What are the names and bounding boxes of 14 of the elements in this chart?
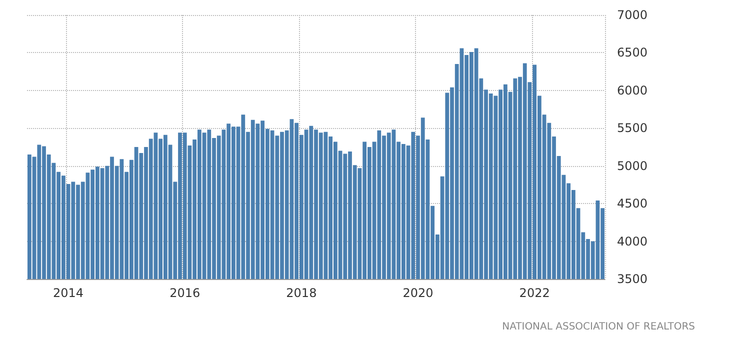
y-tick-label: 7000 (617, 8, 648, 22)
y-tick-label: 4500 (617, 196, 648, 211)
y-tick-label: 5500 (617, 121, 648, 136)
x-tick-label: 2016 (170, 286, 200, 300)
x-tick-label: 2022 (519, 286, 550, 300)
x-tick-label: 2018 (286, 286, 317, 300)
x-tick-label: 2020 (402, 286, 434, 300)
y-tick-label: 5000 (617, 158, 648, 173)
text: NATIONAL ASSOCIATION OF REALTORS (502, 322, 696, 332)
y-tick-label: 3500 (617, 272, 648, 286)
y-tick-label: 6500 (617, 46, 648, 60)
x-tick-label: 2014 (53, 286, 84, 300)
y-tick-label: 4000 (617, 234, 648, 248)
y-tick-label: 6000 (617, 83, 648, 98)
